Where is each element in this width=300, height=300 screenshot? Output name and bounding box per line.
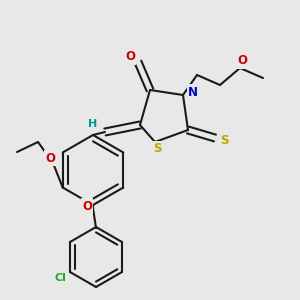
Text: O: O: [125, 50, 135, 64]
Text: H: H: [88, 119, 98, 129]
Text: Cl: Cl: [54, 273, 66, 283]
Text: S: S: [220, 134, 228, 146]
Text: O: O: [45, 152, 55, 164]
Text: S: S: [153, 142, 161, 155]
Text: O: O: [237, 55, 247, 68]
Text: O: O: [82, 200, 92, 212]
Text: N: N: [188, 85, 198, 98]
